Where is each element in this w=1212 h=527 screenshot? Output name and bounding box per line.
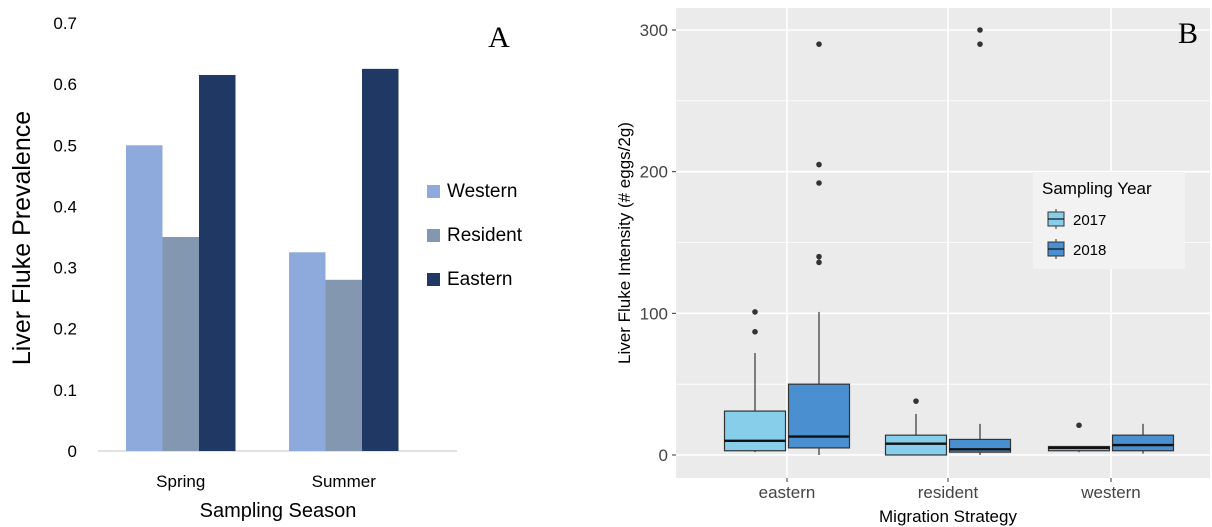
panel-a-y-tick-label: 0 [68, 442, 77, 461]
panel-b-outlier-point [816, 254, 822, 260]
panel-a-legend-label-western: Western [447, 181, 517, 202]
panel-a-y-tick-label: 0.1 [53, 381, 77, 400]
panel-b-outlier-point [816, 41, 822, 47]
panel-b-label: B [1178, 17, 1198, 50]
panel-b-legend-title: Sampling Year [1042, 179, 1152, 198]
panel-a-x-tick-label: Spring [156, 472, 205, 491]
panel-b-outlier-point [977, 27, 983, 33]
panel-a-x-tick-label: Summer [312, 472, 377, 491]
panel-b-outlier-point [1076, 422, 1082, 428]
panel-a-bar-eastern-spring [199, 75, 236, 451]
panel-a-legend-swatch-western [427, 185, 440, 198]
panel-a-bar-resident-summer [326, 280, 363, 451]
panel-a-y-axis-title: Liver Fluke Prevalence [8, 111, 36, 365]
panel-b-box-plot: 0 100 200 300 eastern resident western Liver … [615, 8, 1210, 526]
panel-b-y-tick-label: 0 [659, 446, 668, 465]
panel-b-x-tick-label: resident [918, 483, 979, 502]
panel-a-y-tick-label: 0.4 [53, 197, 77, 216]
panel-b-x-tick-labels: eastern resident western [759, 478, 1141, 502]
panel-a-bar-eastern-summer [362, 69, 399, 451]
panel-a-legend-swatch-eastern [427, 273, 440, 286]
panel-a-y-tick-label: 0.7 [53, 14, 77, 33]
panel-b-x-axis-title: Migration Strategy [879, 507, 1017, 526]
panel-a-label: A [488, 21, 510, 54]
panel-b-box-body [1113, 435, 1174, 451]
panel-b-y-tick-label: 100 [640, 304, 668, 323]
panel-b-x-tick-label: western [1080, 483, 1141, 502]
panel-b-box-body [789, 384, 850, 448]
panel-b-box-body [725, 411, 786, 451]
panel-b-x-tick-label: eastern [759, 483, 816, 502]
panel-a-x-axis-title: Sampling Season [200, 500, 357, 522]
panel-b-y-tick-labels: 0 100 200 300 [640, 21, 676, 465]
panel-b-outlier-point [752, 329, 758, 335]
panel-a-y-tick-label: 0.5 [53, 136, 77, 155]
panel-a-x-tick-labels: Spring Summer [156, 472, 376, 491]
panel-a-bar-western-summer [289, 252, 326, 451]
panel-b-y-axis-title: Liver Fluke Intensity (# eggs/2g) [615, 122, 634, 364]
panel-b-legend-label-2018: 2018 [1073, 242, 1106, 259]
panel-b-outlier-point [816, 180, 822, 186]
panel-a-legend-swatch-resident [427, 229, 440, 242]
panel-a-legend-label-eastern: Eastern [447, 269, 512, 290]
panel-a-bars [126, 69, 399, 451]
panel-b-outlier-point [752, 309, 758, 315]
panel-a-y-tick-label: 0.3 [53, 259, 77, 278]
panel-b-outlier-point [816, 260, 822, 266]
panel-b-box-body [886, 435, 947, 455]
panel-b-y-tick-label: 200 [640, 163, 668, 182]
panel-b-outlier-point [816, 162, 822, 168]
panel-a-bar-chart: A Liver Fluke Prevalence 0 0.1 0.2 0.3 0.4 0.… [8, 14, 523, 522]
panel-b-y-tick-label: 300 [640, 21, 668, 40]
panel-a-legend: Western Resident Eastern [427, 181, 523, 290]
panel-a-bar-resident-spring [163, 237, 200, 451]
panel-b-outlier-point [977, 41, 983, 47]
panel-a-y-tick-labels: 0 0.1 0.2 0.3 0.4 0.5 0.6 0.7 [53, 14, 77, 461]
panel-a-legend-label-resident: Resident [447, 225, 523, 246]
panel-b-legend: Sampling Year 2017 2018 [1033, 172, 1185, 269]
panel-a-y-tick-label: 0.2 [53, 320, 77, 339]
panel-b-outlier-point [913, 398, 919, 404]
panel-b-legend-label-2017: 2017 [1073, 212, 1106, 229]
panel-a-y-tick-label: 0.6 [53, 75, 77, 94]
panel-a-bar-western-spring [126, 145, 163, 451]
